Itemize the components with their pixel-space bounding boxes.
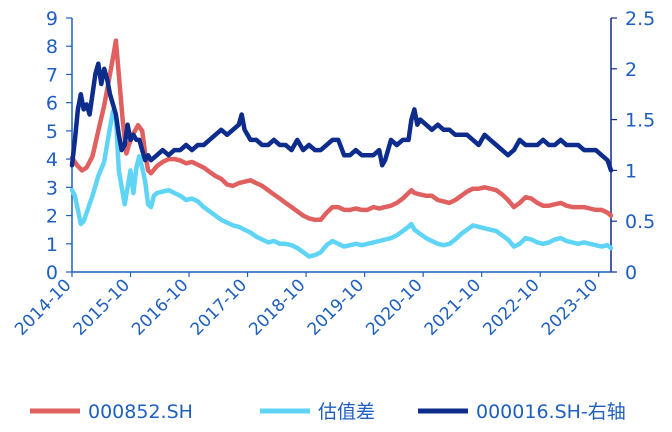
left-tick-label: 1 (46, 234, 58, 256)
x-tick-label: 2020-10 (362, 275, 426, 339)
left-tick-label: 8 (46, 36, 58, 58)
left-tick-label: 9 (46, 8, 58, 30)
series-line (69, 108, 614, 259)
x-tick-label: 2018-10 (245, 275, 309, 339)
series-line (69, 61, 614, 173)
left-tick-label: 4 (46, 149, 58, 171)
right-tick-label: 1 (625, 160, 637, 182)
legend-label: 000016.SH-右轴 (476, 401, 626, 423)
x-tick-label: 2017-10 (187, 275, 251, 339)
x-tick-label: 2015-10 (70, 275, 134, 339)
x-tick-label: 2016-10 (128, 275, 192, 339)
x-tick-label: 2021-10 (421, 275, 485, 339)
legend-label: 估值差 (318, 401, 375, 423)
legend-label: 000852.SH (88, 401, 193, 423)
right-tick-label: 0.5 (625, 211, 655, 233)
x-tick-label: 2019-10 (304, 275, 368, 339)
left-tick-label: 6 (46, 93, 58, 115)
left-tick-label: 2 (46, 206, 58, 228)
right-tick-label: 2.5 (625, 8, 655, 30)
x-tick-label: 2023-10 (538, 275, 602, 339)
left-tick-label: 7 (46, 64, 58, 86)
right-tick-label: 2 (625, 59, 637, 81)
x-tick-label: 2014-10 (11, 275, 75, 339)
right-tick-label: 0 (625, 262, 637, 284)
left-tick-label: 3 (46, 177, 58, 199)
x-tick-label: 2022-10 (479, 275, 543, 339)
right-tick-label: 1.5 (625, 110, 655, 132)
left-tick-label: 0 (46, 262, 58, 284)
series-line (69, 38, 614, 223)
left-tick-label: 5 (46, 121, 58, 143)
